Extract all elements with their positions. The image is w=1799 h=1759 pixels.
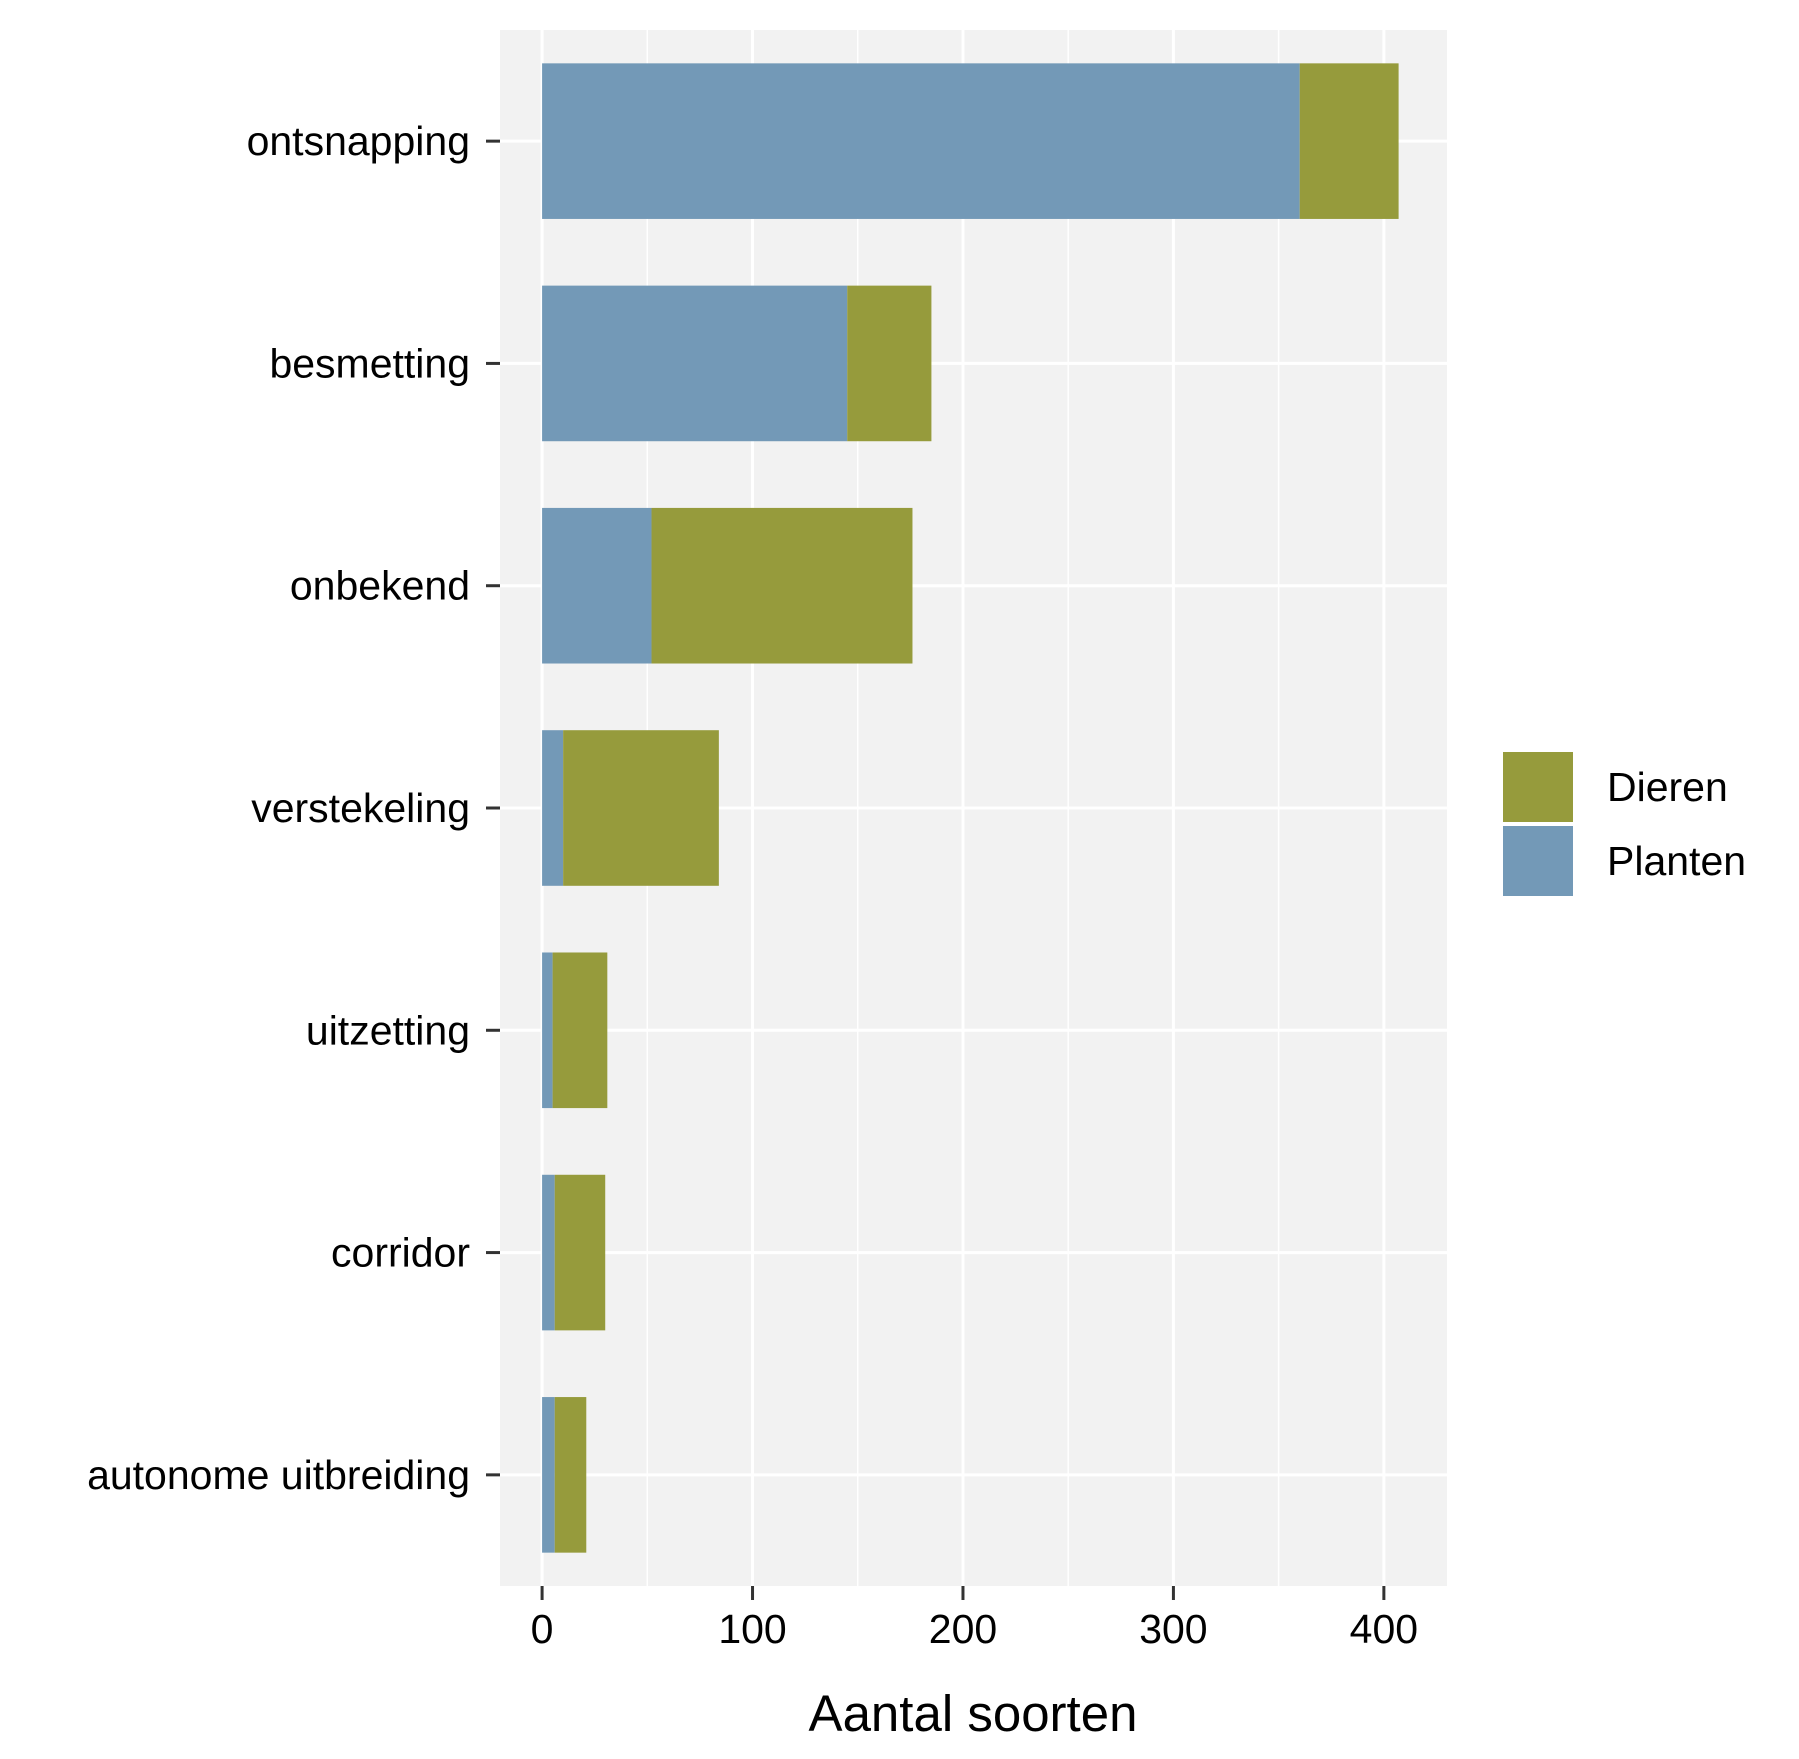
x-tick-label: 300 <box>1139 1606 1207 1652</box>
y-tick-label: verstekeling <box>251 785 470 831</box>
y-tick-label: autonome uitbreiding <box>87 1452 470 1498</box>
bar-planten-corridor <box>542 1174 555 1331</box>
x-axis: 0 100 200 300 400 <box>531 1586 1418 1652</box>
y-tick-label: ontsnapping <box>247 118 470 164</box>
bar-dieren-uitzetting <box>552 952 608 1109</box>
x-tick-label: 100 <box>718 1606 786 1652</box>
bar-planten-onbekend <box>542 507 652 664</box>
bar-planten-uitzetting <box>542 952 553 1109</box>
legend-key-planten <box>1503 826 1573 896</box>
y-tick-label: corridor <box>331 1230 470 1276</box>
x-axis-title: Aantal soorten <box>809 1685 1138 1742</box>
bar-planten-verstekeling <box>542 730 564 886</box>
bar-dieren-corridor <box>554 1174 606 1331</box>
bar-dieren-besmetting <box>847 285 932 442</box>
legend: Dieren Planten <box>1503 752 1746 896</box>
legend-label-planten: Planten <box>1607 838 1746 884</box>
y-axis: ontsnapping besmetting onbekend verstekelin… <box>87 118 500 1498</box>
bar-dieren-onbekend <box>651 507 913 664</box>
bar-dieren-ontsnapping <box>1299 63 1399 219</box>
bar-dieren-autonome-uitbreiding <box>554 1397 587 1553</box>
bar-planten-autonome-uitbreiding <box>542 1397 555 1553</box>
legend-key-dieren <box>1503 752 1573 822</box>
bar-planten-besmetting <box>542 285 848 442</box>
bar-planten-ontsnapping <box>542 63 1300 219</box>
x-tick-label: 200 <box>929 1606 997 1652</box>
bar-dieren-verstekeling <box>563 730 719 886</box>
x-tick-label: 400 <box>1350 1606 1418 1652</box>
bars <box>542 63 1399 1553</box>
x-tick-label: 0 <box>531 1606 554 1652</box>
y-tick-label: besmetting <box>269 340 470 386</box>
y-tick-label: uitzetting <box>306 1007 470 1053</box>
y-tick-label: onbekend <box>290 563 470 609</box>
legend-label-dieren: Dieren <box>1607 764 1728 810</box>
